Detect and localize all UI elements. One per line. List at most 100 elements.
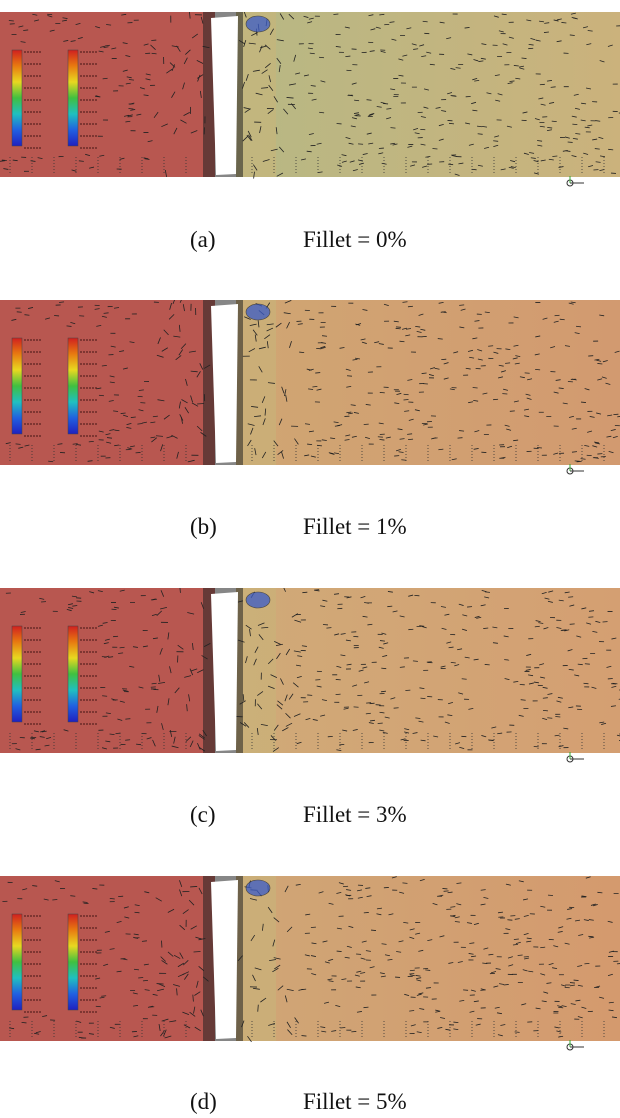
velocity-arrow: [11, 318, 17, 321]
velocity-arrow: [15, 748, 21, 751]
velocity-arrow: [284, 300, 292, 304]
velocity-arrow: [438, 138, 444, 141]
velocity-arrow: [275, 127, 278, 135]
left-region: [0, 300, 215, 465]
velocity-arrow: [158, 681, 166, 684]
velocity-arrow: [345, 639, 351, 642]
velocity-arrow: [488, 739, 494, 742]
velocity-arrow: [500, 456, 506, 459]
velocity-arrow: [584, 126, 590, 129]
velocity-arrow: [322, 940, 328, 943]
velocity-arrow: [514, 1031, 520, 1033]
velocity-arrow: [274, 964, 281, 970]
velocity-arrow: [322, 335, 328, 337]
velocity-arrow: [321, 1030, 327, 1033]
velocity-arrow: [473, 922, 479, 926]
velocity-arrow: [116, 920, 122, 924]
velocity-arrow: [556, 700, 562, 703]
velocity-arrow: [592, 138, 598, 141]
velocity-arrow: [413, 128, 419, 131]
velocity-arrow: [309, 52, 315, 55]
velocity-arrow: [192, 994, 194, 1002]
velocity-arrow: [480, 889, 486, 891]
velocity-arrow: [72, 605, 78, 607]
velocity-arrow: [459, 304, 465, 306]
velocity-arrow: [185, 378, 188, 386]
velocity-arrow: [493, 144, 499, 147]
velocity-arrow: [103, 46, 109, 49]
velocity-arrow: [437, 338, 443, 340]
velocity-arrow: [54, 880, 60, 883]
velocity-arrow: [396, 392, 402, 396]
velocity-arrow: [101, 315, 107, 318]
velocity-arrow: [541, 1000, 547, 1003]
velocity-arrow: [578, 934, 584, 936]
panel-caption: Fillet = 0%: [303, 227, 407, 252]
velocity-arrow: [338, 882, 344, 885]
velocity-arrow: [415, 717, 421, 719]
velocity-arrow: [450, 914, 456, 917]
velocity-arrow: [507, 82, 513, 84]
velocity-arrow: [272, 747, 280, 752]
velocity-arrow: [518, 65, 525, 68]
velocity-arrow: [196, 425, 203, 432]
velocity-arrow: [364, 436, 371, 440]
velocity-arrow: [144, 158, 150, 160]
velocity-arrow: [310, 955, 317, 957]
velocity-arrow: [544, 597, 550, 600]
velocity-arrow: [321, 699, 327, 701]
velocity-arrow: [595, 442, 601, 445]
velocity-arrow: [268, 84, 274, 91]
velocity-arrow: [126, 423, 132, 426]
velocity-arrow: [558, 387, 564, 389]
velocity-arrow: [453, 1028, 459, 1031]
velocity-arrow: [179, 414, 184, 421]
velocity-arrow: [380, 690, 386, 693]
velocity-arrow: [190, 130, 198, 134]
velocity-arrow: [616, 734, 620, 737]
velocity-arrow: [143, 43, 149, 46]
velocity-arrow: [384, 954, 390, 957]
velocity-arrow: [362, 153, 368, 155]
velocity-arrow: [168, 314, 175, 320]
velocity-arrow: [356, 1011, 362, 1013]
velocity-arrow: [477, 349, 483, 352]
velocity-arrow: [167, 951, 174, 957]
velocity-arrow: [346, 596, 352, 599]
velocity-arrow: [138, 686, 144, 689]
velocity-arrow: [316, 388, 322, 391]
velocity-arrow: [248, 348, 256, 353]
velocity-arrow: [268, 1023, 276, 1026]
panel-caption: Fillet = 1%: [303, 514, 407, 539]
velocity-arrow: [587, 430, 593, 433]
velocity-arrow: [538, 97, 544, 100]
velocity-arrow: [494, 74, 500, 77]
velocity-arrow: [335, 1004, 341, 1007]
velocity-arrow: [533, 172, 539, 175]
velocity-arrow: [249, 323, 257, 326]
velocity-arrow: [378, 646, 384, 649]
velocity-arrow: [418, 949, 424, 952]
velocity-arrow: [276, 704, 283, 710]
velocity-arrow: [76, 1020, 82, 1023]
velocity-arrow: [150, 44, 156, 50]
velocity-arrow: [529, 152, 535, 154]
velocity-arrow: [177, 644, 184, 650]
velocity-arrow: [432, 903, 438, 906]
velocity-arrow: [20, 41, 26, 43]
velocity-arrow: [467, 53, 473, 56]
velocity-arrow: [477, 358, 483, 361]
velocity-arrow: [491, 971, 497, 974]
velocity-arrow: [473, 400, 479, 402]
velocity-arrow: [330, 437, 336, 440]
velocity-arrow: [336, 927, 342, 930]
velocity-arrow: [275, 322, 282, 328]
panel-label: (b): [190, 514, 217, 539]
velocity-arrow: [129, 665, 135, 668]
velocity-arrow: [184, 407, 190, 414]
velocity-arrow: [189, 12, 191, 19]
velocity-arrow: [553, 391, 559, 394]
velocity-arrow: [599, 155, 606, 158]
velocity-arrow: [106, 441, 112, 444]
velocity-arrow: [465, 367, 471, 370]
